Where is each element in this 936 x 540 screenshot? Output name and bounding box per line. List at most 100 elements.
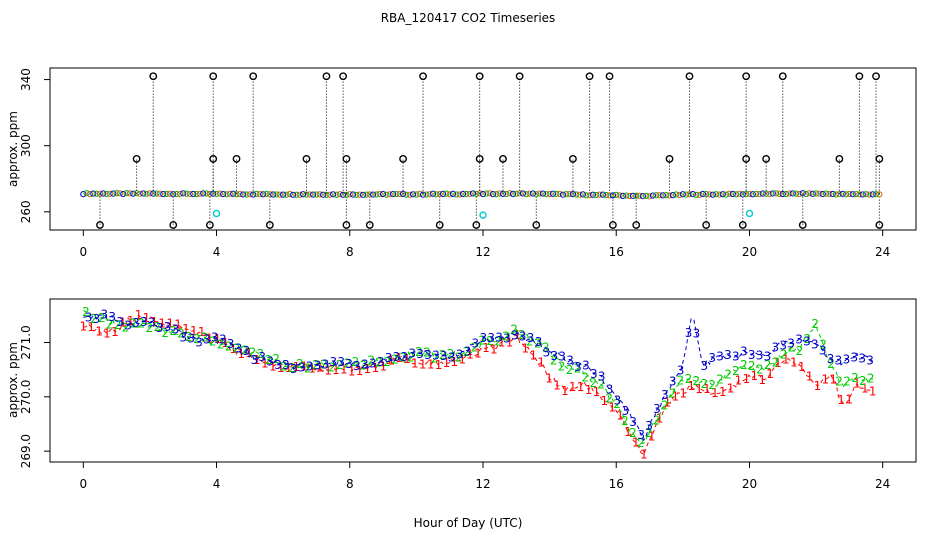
baseline-marker (123, 190, 130, 197)
baseline-marker (563, 191, 570, 198)
series-3-marker: 3 (527, 331, 535, 345)
series-2-marker: 2 (455, 351, 463, 365)
baseline-marker (749, 191, 756, 198)
series-2-marker: 2 (613, 397, 621, 411)
baseline-marker (210, 190, 217, 197)
baseline-marker (513, 190, 520, 197)
series-1-marker: 1 (845, 392, 853, 406)
bottom-x-tick-label: 20 (742, 477, 757, 491)
baseline-marker (463, 190, 470, 198)
baseline-marker (866, 191, 873, 198)
series-2-marker: 2 (471, 341, 479, 355)
series-1-marker: 1 (743, 372, 751, 386)
series-3-marker: 3 (511, 329, 519, 343)
baseline-marker (266, 191, 273, 198)
spike-marker (419, 72, 427, 81)
baseline-marker (160, 190, 167, 198)
spike-marker (209, 155, 218, 163)
baseline-marker (363, 191, 370, 198)
spike-marker (342, 155, 351, 163)
baseline-marker (499, 190, 507, 197)
baseline-marker (549, 190, 557, 197)
series-1-marker: 1 (111, 325, 119, 339)
series-3-marker: 3 (740, 344, 748, 358)
baseline-marker (376, 190, 383, 198)
baseline-marker (206, 190, 213, 198)
series-3-marker: 3 (685, 326, 693, 340)
spike-marker (96, 221, 104, 229)
spike-marker (835, 155, 844, 163)
spike-marker (132, 155, 141, 163)
series-1-marker: 1 (87, 320, 95, 334)
baseline-marker (506, 190, 513, 197)
series-3-marker: 3 (614, 393, 622, 407)
series-3-marker: 3 (503, 332, 511, 346)
baseline-marker (766, 190, 773, 198)
baseline-marker (323, 191, 330, 198)
series-2-marker: 2 (716, 372, 724, 386)
baseline-marker (809, 190, 816, 197)
top-x-tick-label: 8 (346, 245, 354, 259)
baseline-marker (473, 190, 480, 198)
spike-marker (499, 155, 507, 163)
baseline-marker (842, 191, 850, 198)
series-1-marker: 1 (324, 364, 332, 378)
series-1-marker: 1 (190, 324, 198, 338)
series-1-marker: 1 (806, 370, 814, 384)
baseline-marker (330, 191, 337, 198)
baseline-marker (150, 190, 157, 197)
baseline-marker (716, 191, 723, 198)
series-2-marker: 2 (637, 436, 645, 450)
series-1-marker: 1 (750, 369, 758, 383)
series-3-marker: 3 (274, 358, 282, 372)
series-2-marker: 2 (249, 345, 257, 359)
series-2-marker: 2 (106, 317, 114, 331)
baseline-marker (236, 190, 243, 198)
baseline-marker (220, 190, 227, 198)
spike-marker (339, 72, 348, 81)
baseline-marker (619, 192, 626, 200)
series-3-marker: 3 (550, 349, 558, 363)
series-3-marker: 3 (629, 415, 637, 429)
series-2-marker: 2 (764, 358, 772, 372)
series-1-marker: 1 (411, 357, 419, 371)
series-3-marker: 3 (772, 340, 780, 354)
series-2-marker: 2 (360, 358, 368, 372)
series-1-marker: 1 (498, 335, 506, 349)
baseline-marker (469, 190, 477, 197)
series-2-marker: 2 (700, 377, 708, 391)
baseline-marker (816, 190, 823, 197)
baseline-marker (176, 190, 183, 197)
baseline-marker (699, 190, 706, 198)
baseline-marker (256, 191, 263, 198)
series-1-marker: 1 (569, 380, 577, 394)
series-1-marker: 1 (198, 325, 206, 339)
series-2-marker: 2 (629, 426, 637, 440)
series-2-marker: 2 (217, 337, 225, 351)
baseline-marker (519, 190, 527, 197)
baseline-marker (443, 190, 450, 197)
series-1-marker: 1 (458, 352, 466, 366)
baseline-marker (822, 190, 830, 197)
baseline-marker (616, 192, 623, 199)
baseline-marker (316, 191, 323, 198)
series-2-marker: 2 (177, 327, 185, 341)
series-3-marker: 3 (156, 321, 164, 335)
series-2-marker: 2 (558, 360, 566, 374)
series-1-marker: 1 (679, 386, 687, 400)
series-1-marker: 1 (206, 332, 214, 346)
spike-marker (609, 221, 617, 229)
baseline-marker (193, 191, 200, 198)
series-1-marker: 1 (451, 355, 459, 369)
series-2-marker: 2 (685, 372, 693, 386)
series-1-marker: 1 (316, 361, 324, 375)
baseline-marker (509, 190, 517, 197)
baseline-marker (659, 192, 666, 199)
baseline-marker (829, 190, 836, 198)
series-3-marker: 3 (219, 333, 227, 347)
series-1-marker: 1 (277, 361, 285, 375)
series-3-marker: 3 (858, 351, 866, 365)
series-3-marker: 3 (764, 349, 772, 363)
baseline-marker (759, 190, 766, 197)
top-x-tick-label: 0 (79, 245, 87, 259)
